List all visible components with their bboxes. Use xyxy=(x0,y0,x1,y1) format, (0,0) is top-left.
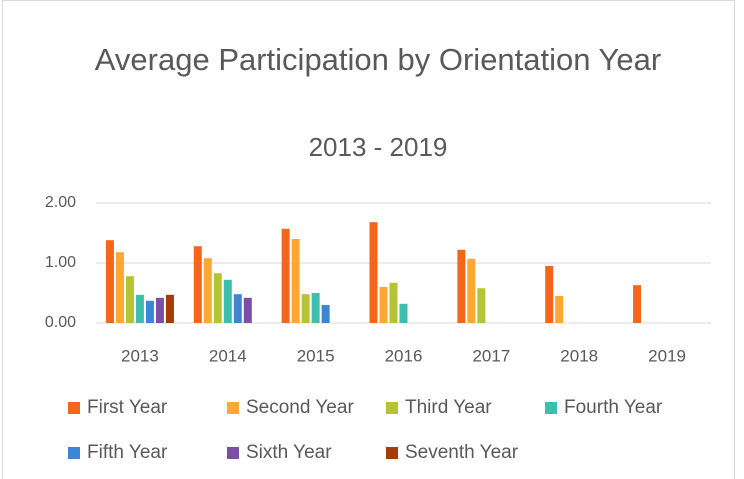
chart-title: Average Participation by Orientation Yea… xyxy=(94,42,662,77)
bar xyxy=(155,297,164,323)
x-tick-label: 2013 xyxy=(121,346,159,365)
bar xyxy=(477,288,486,323)
y-tick-label: 2.00 xyxy=(45,194,76,211)
legend-label: Fourth Year xyxy=(564,397,663,418)
legend-swatch xyxy=(68,447,80,459)
x-tick-label: 2014 xyxy=(209,346,247,365)
legend-label: Fifth Year xyxy=(87,442,168,463)
x-tick-label: 2015 xyxy=(297,346,335,365)
legend-label: Sixth Year xyxy=(246,442,332,463)
legend-swatch xyxy=(227,447,239,459)
bar xyxy=(105,240,114,323)
bar xyxy=(243,297,252,323)
y-tick-label: 0.00 xyxy=(45,314,76,331)
bar xyxy=(369,222,378,323)
chart-subtitle: 2013 - 2019 xyxy=(308,132,448,162)
bar xyxy=(291,239,300,323)
legend-swatch xyxy=(386,447,398,459)
bar xyxy=(555,296,564,323)
bar xyxy=(125,276,134,323)
bar xyxy=(311,293,320,323)
bar xyxy=(399,303,408,323)
bar xyxy=(145,300,154,323)
bar xyxy=(223,279,232,323)
x-tick-label: 2018 xyxy=(560,346,598,365)
bar xyxy=(203,258,212,323)
bar xyxy=(233,294,242,323)
legend-label: Third Year xyxy=(405,397,492,418)
x-tick-label: 2017 xyxy=(472,346,510,365)
bar xyxy=(135,294,144,323)
bar xyxy=(193,246,202,323)
bar xyxy=(457,249,466,323)
legend-label: Seventh Year xyxy=(405,442,519,463)
bar xyxy=(115,252,124,323)
bar xyxy=(301,294,310,323)
bar xyxy=(165,294,174,323)
bar xyxy=(281,228,290,323)
bar xyxy=(467,258,476,323)
legend-swatch xyxy=(68,402,80,414)
legend-swatch xyxy=(545,402,557,414)
x-tick-label: 2019 xyxy=(648,346,686,365)
bar xyxy=(321,305,330,323)
legend-swatch xyxy=(386,402,398,414)
bar xyxy=(545,266,554,323)
bar xyxy=(633,285,642,323)
bar xyxy=(389,282,398,323)
x-tick-label: 2016 xyxy=(385,346,423,365)
legend-label: Second Year xyxy=(246,397,354,418)
bar xyxy=(213,273,222,323)
y-tick-label: 1.00 xyxy=(45,254,76,271)
legend-label: First Year xyxy=(87,397,168,418)
bar xyxy=(379,287,388,323)
legend-swatch xyxy=(227,402,239,414)
